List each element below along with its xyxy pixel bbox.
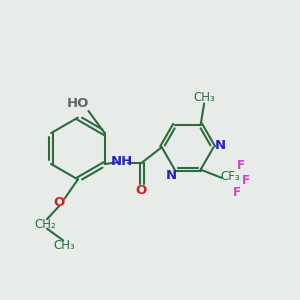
Text: F: F — [242, 174, 250, 187]
Text: NH: NH — [111, 155, 134, 168]
Text: O: O — [54, 196, 65, 208]
Text: CH₃: CH₃ — [54, 239, 76, 252]
Text: HO: HO — [67, 97, 89, 110]
Text: CF₃: CF₃ — [221, 170, 241, 183]
Text: CH₂: CH₂ — [34, 218, 56, 231]
Text: N: N — [214, 139, 226, 152]
Text: CH₃: CH₃ — [193, 91, 215, 104]
Text: F: F — [233, 186, 241, 199]
Text: F: F — [237, 159, 245, 172]
Text: N: N — [166, 169, 177, 182]
Text: O: O — [136, 184, 147, 197]
